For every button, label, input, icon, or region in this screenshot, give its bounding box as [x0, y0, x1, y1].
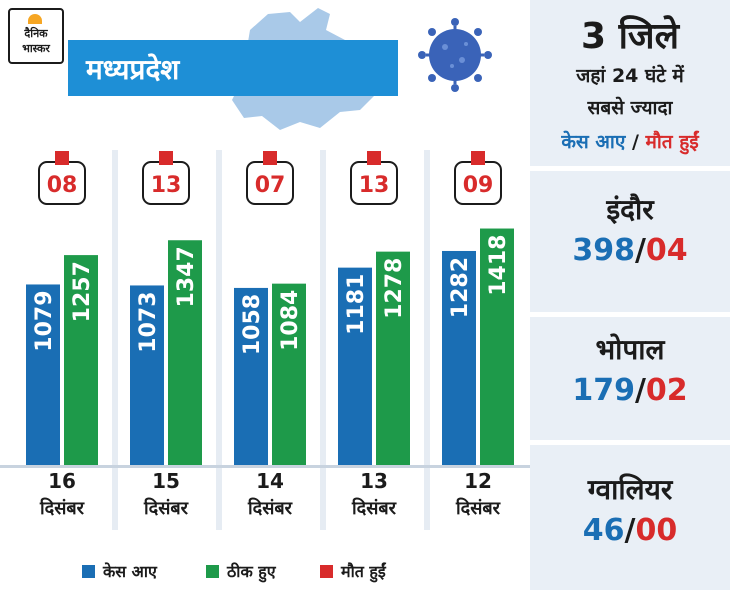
districts-subheading-1: जहां 24 घंटे में	[576, 65, 684, 87]
virus-icon	[418, 18, 492, 92]
city-gwalior: ग्वालियर 46/00	[530, 470, 730, 552]
city-deaths: 04	[645, 233, 688, 268]
date-day: 12	[464, 469, 492, 493]
legend-recovered: ठीक हुए	[206, 560, 276, 582]
cases-value-label: 1073	[136, 291, 161, 352]
deaths-label: मौत हुईं	[645, 131, 699, 153]
divider	[530, 440, 730, 445]
city-name: ग्वालियर	[587, 473, 673, 506]
city-cases: 46	[582, 513, 625, 548]
date-label: 16 दिसंबर	[16, 467, 108, 523]
districts-subheading-2: सबसे ज्यादा	[587, 97, 673, 119]
divider	[530, 312, 730, 317]
death-badge-tab	[263, 151, 277, 165]
legend-recovered-label: ठीक हुए	[227, 562, 276, 581]
death-value-label: 13	[151, 173, 182, 198]
legend-cases-label: केस आए	[103, 562, 157, 581]
dainik-bhaskar-logo: दैनिक भास्कर	[8, 8, 64, 64]
date-day: 13	[360, 469, 388, 493]
death-badge-tab	[159, 151, 173, 165]
recovered-value-label: 1278	[382, 258, 407, 319]
baseline	[0, 465, 530, 468]
column-divider	[424, 150, 430, 530]
death-badge-tab	[367, 151, 381, 165]
date-month: दिसंबर	[351, 498, 397, 519]
city-deaths: 00	[635, 513, 678, 548]
cases-swatch	[82, 564, 95, 578]
cases-value-label: 1181	[344, 274, 369, 335]
city-values: 46/00	[582, 513, 678, 548]
cases-bar	[442, 250, 476, 465]
city-deaths: 02	[645, 373, 688, 408]
cases-label: केस आए	[561, 131, 626, 153]
recovered-swatch	[206, 564, 219, 578]
death-value-label: 07	[255, 173, 286, 198]
recovered-bar	[168, 240, 202, 465]
deaths-swatch	[320, 564, 333, 578]
logo-line2: भास्कर	[22, 42, 50, 55]
cases-bar	[130, 285, 164, 465]
date-month: दिसंबर	[247, 498, 293, 519]
cases-value-label: 1058	[240, 294, 265, 355]
legend-cases: केस आए	[82, 560, 157, 582]
city-values: 179/02	[572, 373, 688, 408]
city-cases: 179	[572, 373, 635, 408]
recovered-bar	[376, 251, 410, 465]
cases-value-label: 1079	[32, 290, 57, 351]
districts-subheading-3: केस आए / मौत हुईं	[530, 128, 730, 154]
cases-bar	[338, 267, 372, 465]
recovered-bar	[480, 228, 514, 465]
date-month: दिसंबर	[455, 498, 501, 519]
city-name: भोपाल	[595, 333, 665, 366]
column-divider	[216, 150, 222, 530]
date-axis: 16 दिसंबर 15 दिसंबर 14 दिसंबर 13 दिसंबर 12 दिसंबर	[0, 467, 530, 547]
date-label: 14 दिसंबर	[224, 467, 316, 523]
city-values: 398/04	[572, 233, 688, 268]
death-badge-tab	[55, 151, 69, 165]
top-districts-panel: 3 जिले जहां 24 घंटे में सबसे ज्यादा केस …	[530, 0, 730, 590]
death-value-label: 09	[463, 173, 494, 198]
sun-icon	[28, 14, 42, 24]
recovered-value-label: 1347	[174, 246, 199, 307]
city-cases: 398	[572, 233, 635, 268]
recovered-value-label: 1257	[70, 261, 95, 322]
date-label: 12 दिसंबर	[432, 467, 524, 523]
date-day: 14	[256, 469, 284, 493]
covid-bar-chart: 08 1079 1257 13 1073 1347 07 1058 1084 13 1181 1278…	[0, 130, 530, 590]
city-name: इंदौर	[606, 193, 654, 226]
cases-bar	[234, 287, 268, 465]
divider	[530, 166, 730, 171]
slash-separator: /	[625, 131, 646, 153]
recovered-bar	[272, 283, 306, 465]
date-day: 16	[48, 469, 76, 493]
logo-line1: दैनिक	[24, 27, 48, 40]
city-bhopal: भोपाल 179/02	[530, 330, 730, 412]
state-banner: मध्यप्रदेश	[68, 40, 398, 96]
cases-bar	[26, 284, 60, 465]
date-label: 15 दिसंबर	[120, 467, 212, 523]
cases-value-label: 1282	[448, 257, 473, 318]
chart-panel: मध्यप्रदेश दैनिक भास्कर 08 1079 1257 13 1073…	[0, 8, 530, 590]
recovered-bar	[64, 255, 98, 465]
death-value-label: 13	[359, 173, 390, 198]
date-day: 15	[152, 469, 180, 493]
banner-title: मध्यप्रदेश	[86, 53, 180, 86]
date-month: दिसंबर	[143, 498, 189, 519]
date-month: दिसंबर	[39, 498, 85, 519]
column-divider	[320, 150, 326, 530]
chart-legend: केस आए ठीक हुए मौत हुईं	[0, 556, 530, 586]
date-label: 13 दिसंबर	[328, 467, 420, 523]
death-value-label: 08	[47, 173, 78, 198]
legend-deaths-label: मौत हुईं	[341, 562, 386, 581]
recovered-value-label: 1418	[486, 235, 511, 296]
districts-heading: 3 जिले	[580, 16, 680, 57]
recovered-value-label: 1084	[278, 290, 303, 351]
city-indore: इंदौर 398/04	[530, 190, 730, 272]
column-divider	[112, 150, 118, 530]
legend-deaths: मौत हुईं	[320, 560, 386, 582]
death-badge-tab	[471, 151, 485, 165]
